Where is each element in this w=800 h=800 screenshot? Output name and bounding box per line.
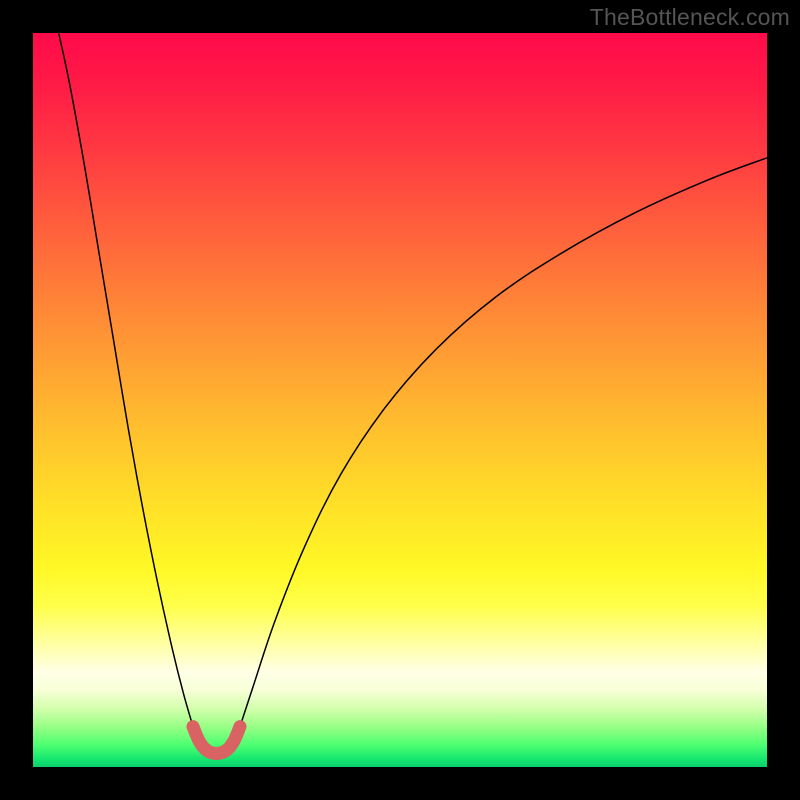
chart-container: TheBottleneck.com bbox=[0, 0, 800, 800]
watermark-text: TheBottleneck.com bbox=[590, 4, 790, 31]
bottleneck-chart bbox=[0, 0, 800, 800]
plot-background bbox=[33, 33, 767, 767]
